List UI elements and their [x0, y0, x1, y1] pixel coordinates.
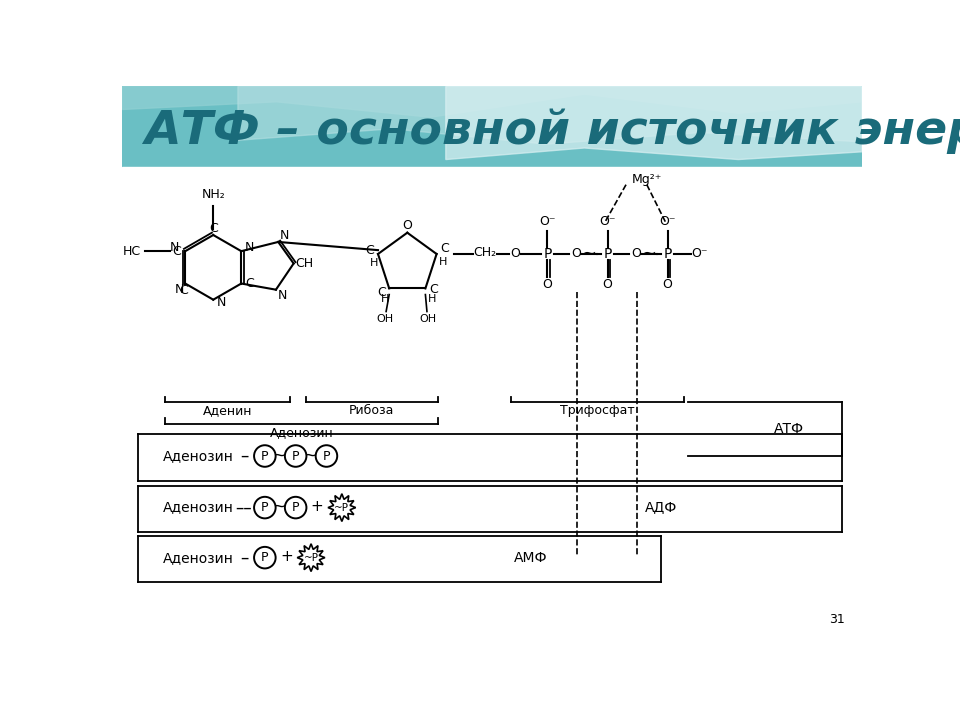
- Text: ~P: ~P: [334, 503, 349, 513]
- Text: P: P: [261, 551, 269, 564]
- Text: ~: ~: [272, 498, 286, 516]
- Text: O⁻: O⁻: [540, 215, 556, 228]
- Polygon shape: [238, 86, 861, 144]
- Text: N: N: [217, 296, 227, 310]
- Text: N: N: [170, 240, 180, 254]
- Text: C: C: [429, 284, 439, 297]
- Text: P: P: [292, 501, 300, 514]
- Text: P: P: [323, 449, 330, 462]
- Text: P: P: [261, 449, 269, 462]
- Text: O⁻: O⁻: [660, 215, 676, 228]
- Text: Аденозин: Аденозин: [162, 551, 233, 564]
- Text: O⁻: O⁻: [599, 215, 615, 228]
- Text: ~: ~: [582, 244, 596, 262]
- Text: O: O: [571, 248, 581, 261]
- Text: O: O: [542, 279, 552, 292]
- Text: АТФ – основной источник энергии: АТФ – основной источник энергии: [144, 108, 960, 154]
- Circle shape: [285, 497, 306, 518]
- Text: ~P: ~P: [303, 553, 319, 562]
- Text: АМФ: АМФ: [514, 551, 547, 564]
- Text: ~: ~: [302, 446, 317, 464]
- Text: +: +: [280, 549, 293, 564]
- Circle shape: [254, 497, 276, 518]
- Text: C: C: [377, 286, 386, 299]
- Text: –: –: [240, 447, 249, 465]
- Text: Аденозин: Аденозин: [270, 426, 333, 438]
- Circle shape: [285, 445, 306, 467]
- Text: Рибоза: Рибоза: [349, 404, 395, 417]
- Text: P: P: [603, 247, 612, 261]
- Text: Трифосфат: Трифосфат: [561, 404, 636, 417]
- Text: Mg²⁺: Mg²⁺: [632, 173, 662, 186]
- Text: CH₂: CH₂: [472, 246, 496, 259]
- Text: O: O: [603, 279, 612, 292]
- Text: NH₂: NH₂: [202, 189, 226, 202]
- Text: Аденозин: Аденозин: [162, 449, 233, 463]
- Text: O⁻: O⁻: [692, 248, 708, 261]
- Text: P: P: [663, 247, 672, 261]
- Text: ~: ~: [272, 446, 286, 464]
- Text: OH: OH: [376, 314, 394, 324]
- Text: C: C: [173, 245, 181, 258]
- Text: H: H: [381, 294, 390, 304]
- Text: –: –: [240, 549, 249, 567]
- Bar: [123, 86, 861, 167]
- Text: N: N: [245, 240, 254, 254]
- Text: N: N: [278, 289, 288, 302]
- Text: H: H: [439, 257, 447, 266]
- Text: O: O: [631, 248, 641, 261]
- Polygon shape: [298, 544, 324, 572]
- Text: O: O: [662, 279, 673, 292]
- Text: C: C: [180, 284, 188, 297]
- Text: P: P: [292, 449, 300, 462]
- Circle shape: [316, 445, 337, 467]
- Text: C: C: [365, 243, 373, 256]
- Text: C: C: [246, 277, 254, 290]
- Text: АТФ: АТФ: [774, 422, 804, 436]
- Text: 31: 31: [829, 613, 845, 626]
- Text: P: P: [261, 501, 269, 514]
- Text: ––: ––: [236, 498, 252, 516]
- Text: O: O: [402, 220, 412, 233]
- Text: H: H: [370, 258, 378, 269]
- Text: +: +: [311, 500, 324, 514]
- Text: АДФ: АДФ: [645, 500, 678, 515]
- Text: Аденозин: Аденозин: [162, 500, 233, 515]
- Text: N: N: [279, 229, 289, 242]
- Text: C: C: [440, 242, 448, 255]
- Text: CH: CH: [296, 257, 314, 270]
- Polygon shape: [328, 494, 356, 521]
- Text: ~: ~: [641, 244, 657, 262]
- Circle shape: [254, 445, 276, 467]
- Text: OH: OH: [420, 314, 436, 324]
- Text: N: N: [175, 283, 183, 296]
- Text: O: O: [510, 248, 520, 261]
- Text: HC: HC: [123, 245, 141, 258]
- Circle shape: [254, 547, 276, 568]
- Text: Аденин: Аденин: [203, 404, 252, 417]
- Text: C: C: [209, 222, 218, 235]
- Bar: [123, 167, 861, 641]
- Polygon shape: [123, 86, 861, 117]
- Text: P: P: [543, 247, 552, 261]
- Text: H: H: [427, 294, 436, 304]
- Polygon shape: [445, 86, 861, 160]
